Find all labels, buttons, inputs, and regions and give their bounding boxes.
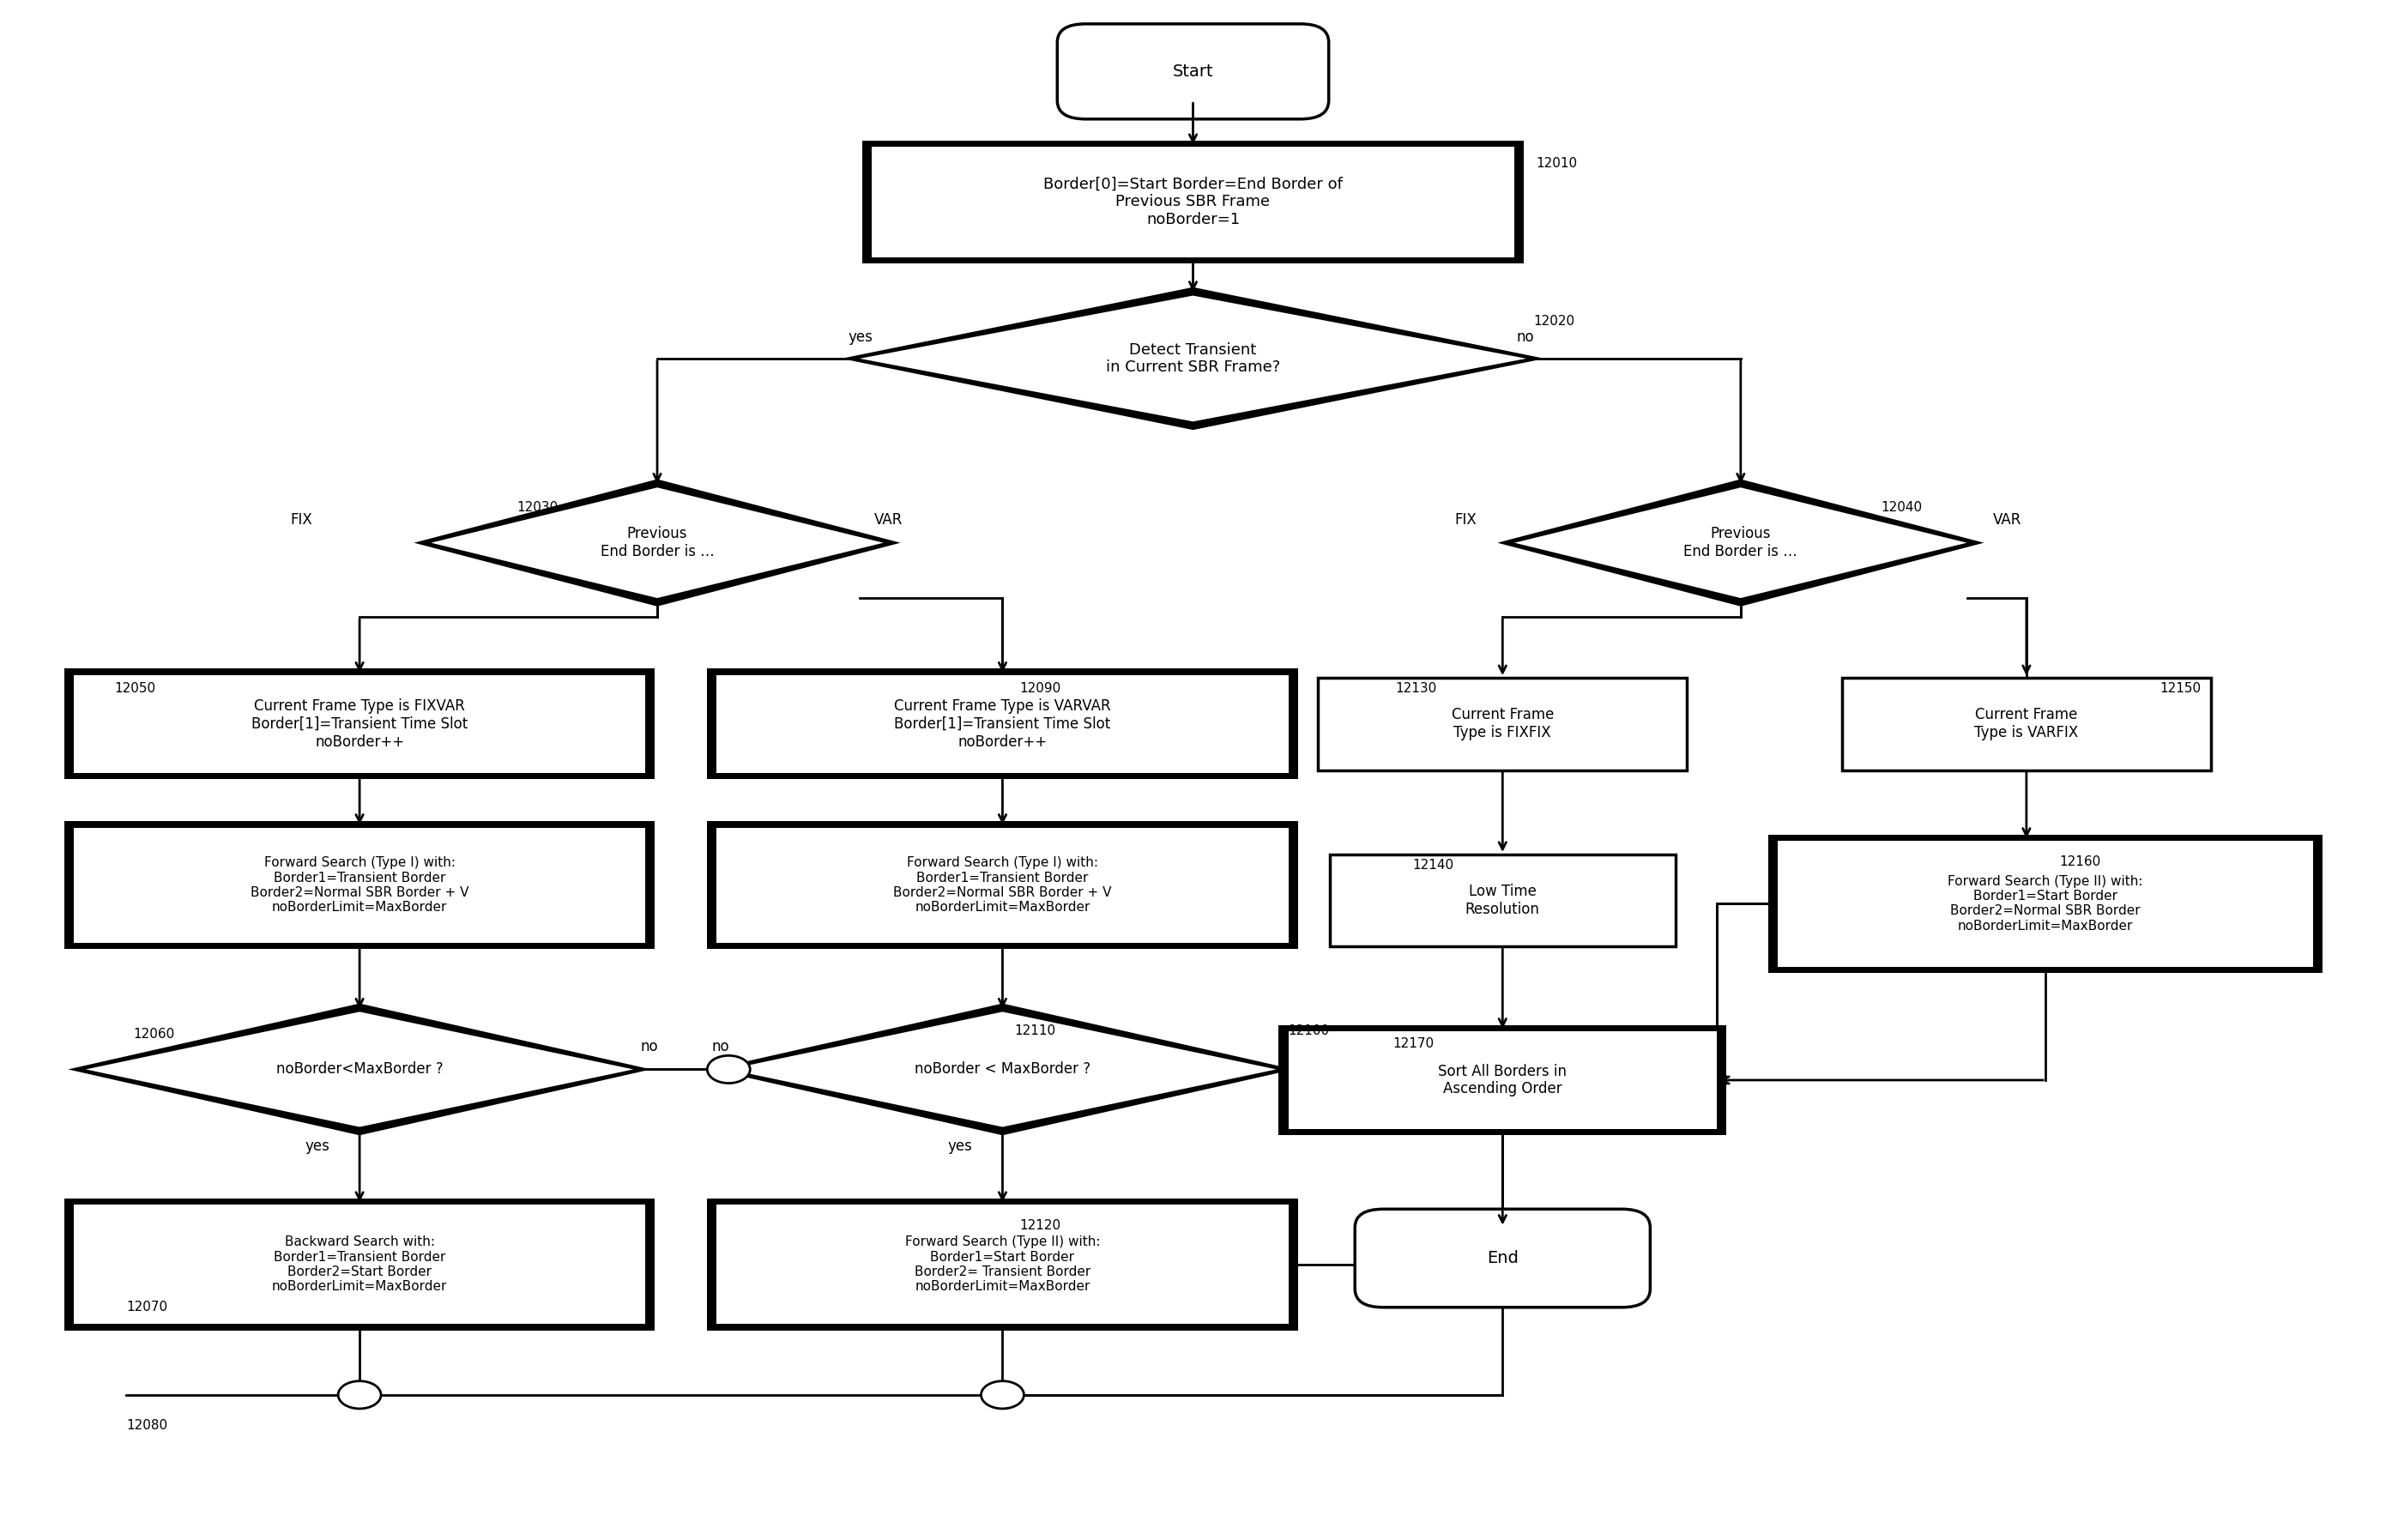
Text: 12100: 12100	[1288, 1024, 1329, 1038]
Polygon shape	[415, 479, 900, 607]
Text: Previous
End Border is …: Previous End Border is …	[1685, 527, 1797, 559]
Bar	[64, 821, 654, 949]
Text: yes: yes	[947, 1138, 973, 1153]
Text: 12140: 12140	[1413, 859, 1453, 872]
Bar	[706, 1198, 1298, 1331]
Text: yes: yes	[305, 1138, 329, 1153]
Text: Low Time
Resolution: Low Time Resolution	[1465, 884, 1539, 918]
Polygon shape	[728, 1012, 1277, 1127]
Bar	[1317, 678, 1687, 770]
Text: VAR: VAR	[873, 511, 902, 528]
Bar	[74, 1204, 644, 1324]
Text: Forward Search (Type II) with:
Border1=Start Border
Border2=Normal SBR Border
no: Forward Search (Type II) with: Border1=S…	[1947, 875, 2143, 932]
Text: 12130: 12130	[1396, 682, 1436, 695]
Text: noBorder<MaxBorder ?: noBorder<MaxBorder ?	[277, 1061, 444, 1076]
Bar	[1842, 678, 2212, 770]
Text: no: no	[711, 1038, 730, 1053]
Text: FIX: FIX	[291, 511, 313, 528]
Polygon shape	[842, 286, 1544, 430]
Text: Previous
End Border is …: Previous End Border is …	[601, 527, 713, 559]
Bar	[1768, 835, 2324, 973]
Bar	[74, 827, 644, 942]
Text: no: no	[1517, 330, 1534, 345]
Text: 12160: 12160	[2059, 856, 2102, 869]
Polygon shape	[1498, 479, 1983, 607]
Text: Current Frame
Type is VARFIX: Current Frame Type is VARFIX	[1976, 707, 2078, 741]
FancyBboxPatch shape	[1355, 1209, 1651, 1307]
Text: 12060: 12060	[134, 1027, 174, 1041]
Bar	[74, 675, 644, 773]
Text: Current Frame Type is VARVAR
Border[1]=Transient Time Slot
noBorder++: Current Frame Type is VARVAR Border[1]=T…	[895, 698, 1112, 750]
Bar	[64, 668, 654, 779]
Text: yes: yes	[847, 330, 873, 345]
Text: 12070: 12070	[126, 1301, 167, 1314]
Text: Forward Search (Type I) with:
Border1=Transient Border
Border2=Normal SBR Border: Forward Search (Type I) with: Border1=Tr…	[892, 856, 1112, 913]
Polygon shape	[86, 1012, 632, 1127]
Text: FIX: FIX	[1455, 511, 1477, 528]
Bar	[706, 821, 1298, 949]
Text: Forward Search (Type I) with:
Border1=Transient Border
Border2=Normal SBR Border: Forward Search (Type I) with: Border1=Tr…	[251, 856, 468, 913]
Text: 12080: 12080	[126, 1420, 167, 1432]
Text: Border[0]=Start Border=End Border of
Previous SBR Frame
noBorder=1: Border[0]=Start Border=End Border of Pre…	[1043, 177, 1343, 228]
Circle shape	[339, 1381, 382, 1409]
FancyBboxPatch shape	[1057, 25, 1329, 119]
Text: 12020: 12020	[1534, 316, 1575, 328]
Bar	[1279, 1024, 1727, 1135]
Bar	[871, 146, 1515, 257]
Text: Backward Search with:
Border1=Transient Border
Border2=Start Border
noBorderLimi: Backward Search with: Border1=Transient …	[272, 1235, 446, 1294]
Text: 12110: 12110	[1014, 1024, 1055, 1038]
Bar	[1329, 855, 1675, 947]
Text: 12040: 12040	[1880, 500, 1923, 514]
Text: 12170: 12170	[1393, 1036, 1434, 1050]
Bar	[706, 668, 1298, 779]
Text: End: End	[1486, 1250, 1517, 1266]
Bar	[64, 1198, 654, 1331]
Text: Detect Transient
in Current SBR Frame?: Detect Transient in Current SBR Frame?	[1105, 342, 1281, 376]
Polygon shape	[1515, 488, 1966, 598]
Polygon shape	[432, 488, 883, 598]
Text: 12090: 12090	[1019, 682, 1059, 695]
Circle shape	[981, 1381, 1024, 1409]
Bar	[861, 140, 1525, 263]
Text: 12010: 12010	[1537, 157, 1577, 169]
Text: VAR: VAR	[1992, 511, 2021, 528]
Polygon shape	[711, 1004, 1293, 1135]
Polygon shape	[859, 296, 1527, 422]
Bar	[716, 675, 1288, 773]
Circle shape	[706, 1055, 749, 1083]
Text: Current Frame Type is FIXVAR
Border[1]=Transient Time Slot
noBorder++: Current Frame Type is FIXVAR Border[1]=T…	[251, 698, 468, 750]
Bar	[1778, 841, 2314, 967]
Text: Current Frame
Type is FIXFIX: Current Frame Type is FIXFIX	[1451, 707, 1553, 741]
Bar	[716, 1204, 1288, 1324]
Text: Forward Search (Type II) with:
Border1=Start Border
Border2= Transient Border
no: Forward Search (Type II) with: Border1=S…	[904, 1235, 1100, 1294]
Bar	[1288, 1030, 1718, 1129]
Text: Sort All Borders in
Ascending Order: Sort All Borders in Ascending Order	[1439, 1064, 1568, 1096]
Text: 12150: 12150	[2159, 682, 2200, 695]
Text: Start: Start	[1172, 63, 1214, 80]
Bar	[716, 827, 1288, 942]
Text: noBorder < MaxBorder ?: noBorder < MaxBorder ?	[914, 1061, 1090, 1076]
Text: no: no	[639, 1038, 659, 1053]
Polygon shape	[69, 1004, 651, 1135]
Text: 12120: 12120	[1019, 1220, 1059, 1232]
Text: 12030: 12030	[518, 500, 558, 514]
Text: 12050: 12050	[115, 682, 155, 695]
